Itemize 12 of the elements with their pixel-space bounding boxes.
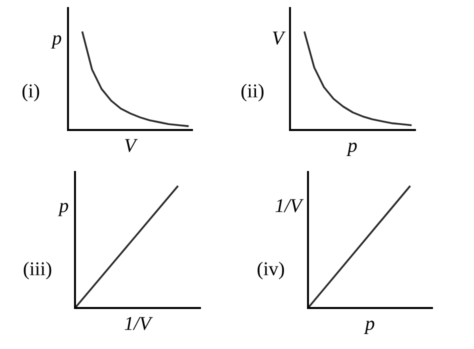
y-axis-title: 1/V	[275, 199, 304, 212]
x-axis-title: 1/V	[124, 316, 153, 330]
x-axis-title: p	[346, 142, 357, 156]
text: (iv)	[258, 262, 284, 280]
y-axis-title: p	[58, 202, 68, 216]
x-axis-title: p	[364, 320, 374, 334]
x-axis-title: V	[125, 139, 138, 152]
y-axis-title: V	[272, 32, 286, 45]
text: (iii)	[24, 262, 52, 280]
y-axis-title: p	[50, 35, 62, 49]
text: (i)	[22, 84, 40, 102]
text: (ii)	[241, 84, 264, 102]
